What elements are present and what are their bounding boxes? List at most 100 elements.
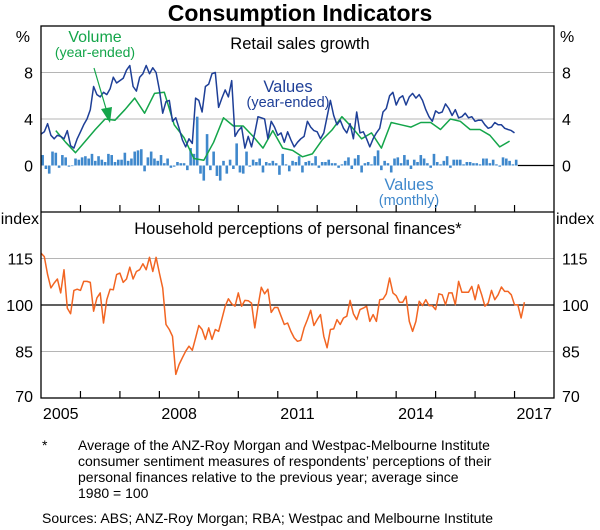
- monthly-value-bar: [77, 159, 81, 166]
- volume-arrow: [93, 67, 108, 113]
- left-y-tick-label: 70: [15, 389, 33, 406]
- monthly-value-bar: [166, 158, 169, 166]
- monthly-values-bars: [41, 116, 518, 181]
- footnote-line-1: Average of the ANZ-Roy Morgan and Westpa…: [78, 437, 490, 453]
- left-y-tick-label: 0: [24, 159, 33, 176]
- monthly-value-bar: [320, 162, 324, 166]
- monthly-value-bar: [353, 158, 357, 166]
- monthly-value-bar: [232, 165, 235, 169]
- monthly-value-bar: [340, 164, 344, 166]
- x-axis-ticks: [79, 205, 516, 398]
- monthly-value-bar: [343, 160, 347, 166]
- monthly-value-bar: [136, 150, 140, 166]
- monthly-value-bar: [238, 165, 242, 173]
- monthly-value-bar: [380, 165, 383, 171]
- volume-label-sub: (year-ended): [55, 44, 135, 60]
- monthly-value-bar: [225, 165, 229, 174]
- monthly-value-bar: [228, 159, 232, 166]
- monthly-value-bar: [291, 160, 294, 166]
- monthly-value-bar: [41, 155, 44, 166]
- monthly-value-bar: [199, 165, 202, 174]
- monthly-value-bar: [258, 158, 261, 166]
- monthly-value-bar: [406, 159, 409, 166]
- right-y-tick-label: 4: [562, 112, 571, 129]
- sources: Sources: ABS; ANZ-Roy Morgan; RBA; Westp…: [42, 510, 493, 526]
- monthly-value-bar: [222, 160, 225, 166]
- monthly-value-bar: [412, 159, 416, 166]
- monthly-value-bar: [508, 160, 511, 166]
- monthly-value-bar: [202, 165, 206, 181]
- monthly-value-bar: [439, 164, 442, 166]
- volume-year-ended-line: [55, 91, 510, 162]
- monthly-value-bar: [268, 163, 271, 166]
- monthly-value-bar: [61, 155, 64, 166]
- footnote-marker: *: [42, 437, 48, 453]
- monthly-value-bar: [100, 159, 104, 166]
- monthly-value-bar: [488, 163, 492, 166]
- monthly-value-bar: [472, 163, 475, 166]
- right-y-tick-label: 0: [562, 159, 571, 176]
- left-y-tick-label: 4: [24, 112, 33, 129]
- monthly-value-bar: [235, 143, 238, 166]
- monthly-value-bar: [501, 157, 505, 166]
- monthly-value-bar: [156, 160, 160, 166]
- values-year-ended-line: [40, 64, 515, 149]
- x-tick-label: 2014: [398, 406, 434, 423]
- right-y-tick-label: 100: [562, 298, 589, 315]
- monthly-value-bar: [396, 157, 400, 166]
- monthly-value-bar: [278, 165, 281, 175]
- monthly-value-bar: [442, 160, 446, 166]
- monthly-value-bar: [153, 158, 156, 166]
- monthly-value-bar: [416, 162, 419, 166]
- monthly-value-bar: [419, 155, 423, 166]
- monthly-value-bar: [54, 152, 58, 166]
- monthly-value-bar: [301, 165, 304, 173]
- monthly-value-bar: [485, 158, 488, 166]
- monthly-value-bar: [468, 162, 472, 166]
- footnote-line-3: personal finances relative to the previo…: [78, 469, 459, 485]
- volume-arrowhead: [101, 107, 112, 123]
- monthly-value-bar: [360, 165, 363, 173]
- monthly-value-bar: [205, 134, 209, 166]
- monthly-value-bar: [337, 165, 340, 168]
- monthly-value-bar: [103, 162, 107, 166]
- footnote-line-2: consumer sentiment measures of responden…: [78, 453, 492, 469]
- monthly-value-bar: [120, 159, 123, 166]
- monthly-value-bar: [389, 165, 393, 173]
- monthly-value-bar: [215, 165, 219, 176]
- reference-lines: [41, 164, 554, 306]
- monthly-value-bar: [376, 150, 380, 166]
- x-tick-label: 2005: [43, 406, 79, 423]
- monthly-value-bar: [350, 165, 354, 169]
- monthly-value-bar: [386, 163, 390, 166]
- monthly-value-bar: [70, 165, 74, 167]
- monthly-value-bar: [143, 165, 146, 172]
- monthly-value-bar: [47, 165, 51, 174]
- monthly-value-bar: [347, 157, 350, 166]
- monthly-value-bar: [255, 162, 258, 166]
- x-tick-label: 2017: [516, 406, 552, 423]
- top-right-unit: %: [560, 29, 574, 46]
- monthly-value-bar: [251, 159, 255, 166]
- monthly-value-bar: [373, 156, 377, 166]
- monthly-value-bar: [481, 158, 485, 166]
- monthly-value-bar: [67, 165, 71, 167]
- monthly-value-bar: [409, 165, 413, 169]
- monthly-value-bar: [182, 163, 186, 166]
- monthly-value-bar: [393, 158, 396, 166]
- monthly-value-bar: [287, 165, 291, 172]
- monthly-value-bar: [146, 157, 150, 166]
- monthly-value-bar: [435, 162, 439, 166]
- monthly-value-bar: [107, 153, 110, 166]
- monthly-value-bar: [304, 162, 308, 166]
- monthly-value-bar: [330, 163, 334, 166]
- monthly-value-bar: [130, 158, 133, 166]
- monthly-value-bar: [297, 156, 301, 166]
- monthly-value-bar: [123, 152, 127, 166]
- monthly-value-bar: [116, 159, 120, 166]
- monthly-value-bar: [284, 164, 288, 166]
- monthly-value-bar: [370, 164, 373, 166]
- monthly-value-bar: [195, 116, 199, 166]
- monthly-value-bar: [139, 149, 143, 166]
- monthly-value-bar: [64, 157, 67, 166]
